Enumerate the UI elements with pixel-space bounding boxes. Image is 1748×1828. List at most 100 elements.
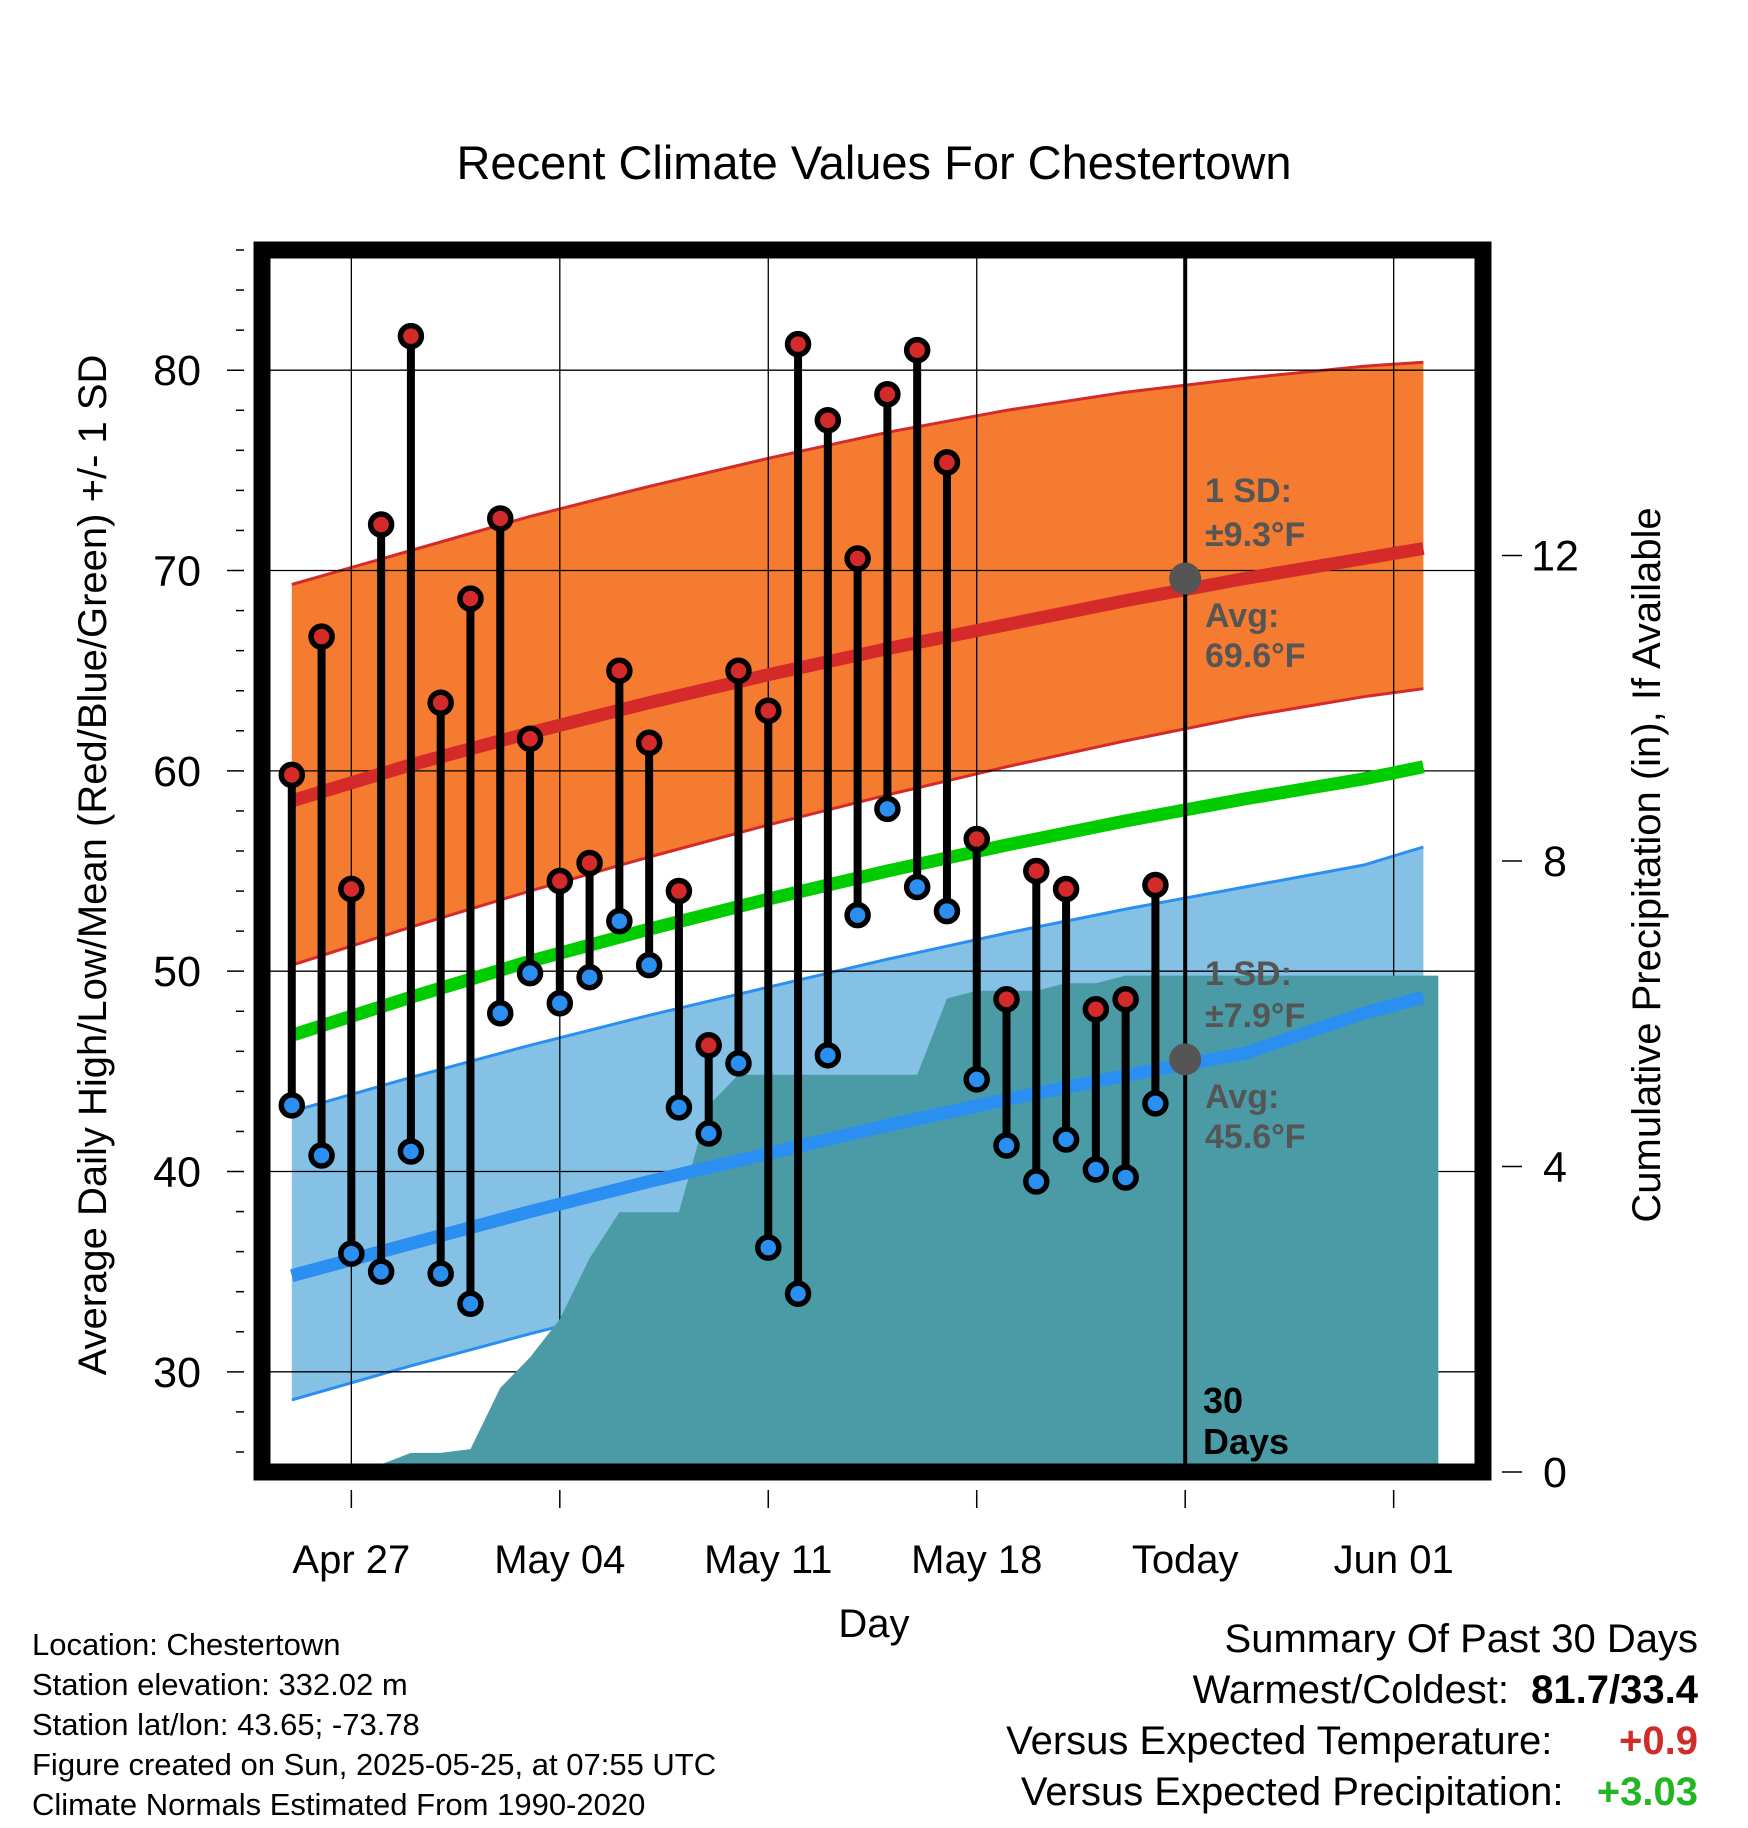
low-upper-edge [291,845,1424,1113]
daily-high-point [397,322,425,350]
latlon-text: Station lat/lon: 43.65; -73.78 [32,1707,420,1742]
y-tick-label: 80 [153,347,201,395]
x-tick-label: Jun 01 [1334,1538,1454,1582]
daily-high-point [486,505,514,532]
station-info: Location: Chestertown Station elevation:… [32,1625,716,1825]
daily-low-point [1112,1164,1139,1191]
high-avg-label: Avg: [1205,597,1279,635]
daily-low-point [933,897,961,925]
daily-low-point [874,795,901,823]
today-low-avg-marker [1169,1043,1202,1076]
daily-low-point [457,1290,484,1317]
normal-low-line [290,990,1426,1282]
warmest-value: 81.7/33.4 [1531,1668,1698,1712]
precip-label: Versus Expected Precipitation: [1020,1770,1564,1814]
daily-low-point [397,1138,425,1165]
chart-title: Recent Climate Values For Chestertown [456,136,1292,189]
precip-value: +3.03 [1596,1770,1698,1814]
low-avg-label: Avg: [1205,1078,1279,1116]
daily-high-point [993,985,1020,1013]
normal-mean-line [289,760,1425,1042]
y2-tick-label: 0 [1543,1449,1567,1497]
daily-low-point [695,1120,722,1147]
daily-low-point [725,1050,752,1077]
daily-high-point [457,585,484,612]
y-tick-label: 60 [153,748,201,796]
daily-low-point [278,1092,306,1119]
elevation-text: Station elevation: 332.02 m [32,1667,408,1702]
daily-low-point [1082,1156,1110,1183]
high-sd-label: 1 SD: [1205,472,1292,510]
daily-high-point [665,877,693,905]
location-text: Location: Chestertown [32,1627,341,1662]
daily-low-point [635,951,663,979]
daily-high-point [1142,871,1169,899]
daily-high-point [695,1032,722,1059]
high-avg-value: 69.6°F [1205,637,1306,675]
summary-panel: Summary Of Past 30 Days Warmest/Coldest:… [1006,1617,1698,1821]
y2-tick-label: 8 [1543,838,1567,886]
daily-low-point [367,1258,395,1285]
daily-high-point [308,623,335,650]
daily-low-point [308,1142,335,1169]
daily-low-point [665,1094,693,1121]
x-axis-title: Day [838,1602,909,1646]
daily-low-point [1052,1126,1080,1153]
daily-high-point [784,330,812,358]
daily-low-point [606,907,633,935]
normals-text: Climate Normals Estimated From 1990-2020 [32,1787,646,1822]
daily-high-point [755,697,782,725]
daily-low-point [427,1260,454,1287]
daily-high-point [1052,875,1080,903]
summary-heading: Summary Of Past 30 Days [1224,1617,1698,1661]
y-tick-label: 30 [153,1349,201,1397]
daily-high-point [963,825,990,853]
high-sd-value: ±9.3°F [1205,516,1305,554]
daily-high-point [903,336,931,364]
summary-temp-row: Versus Expected Temperature: +0.9 [1006,1719,1698,1770]
daily-low-point [546,989,574,1017]
created-text: Figure created on Sun, 2025-05-25, at 07… [32,1747,717,1782]
daily-high-point [546,867,574,895]
warmest-label: Warmest/Coldest: [1192,1668,1509,1712]
daily-high-point [338,875,365,903]
daily-high-point [367,511,395,538]
daily-low-point [784,1280,812,1307]
days-word-label: Days [1203,1421,1289,1462]
daily-high-point [635,729,663,757]
daily-low-point [814,1042,842,1069]
daily-high-point [1082,995,1110,1023]
x-tick-label: May 18 [911,1538,1042,1582]
x-tick-label: May 11 [704,1538,832,1582]
daily-low-point [903,873,931,901]
low-sd-value: ±7.9°F [1205,997,1305,1035]
summary-precip-row: Versus Expected Precipitation: +3.03 [1006,1770,1698,1821]
low-avg-value: 45.6°F [1205,1118,1306,1156]
daily-low-point [338,1240,365,1267]
daily-low-point [576,963,603,991]
low-sd-label: 1 SD: [1205,955,1292,993]
daily-high-point [427,689,454,716]
daily-low-point [486,999,514,1027]
daily-high-point [278,761,306,789]
daily-low-point [844,901,871,929]
daily-high-point [1023,857,1050,885]
daily-high-point [814,407,842,434]
daily-low-point [1023,1168,1050,1195]
x-tick-label: Apr 27 [292,1538,410,1582]
y-tick-label: 40 [153,1149,201,1197]
daily-high-point [725,657,752,684]
daily-low-point [993,1132,1020,1159]
daily-high-point [933,449,961,476]
y-tick-label: 70 [153,548,201,596]
daily-high-point [874,380,901,408]
daily-low-point [963,1066,990,1093]
today-high-avg-marker [1169,562,1202,595]
temp-label: Versus Expected Temperature: [1006,1719,1553,1763]
summary-warmest-row: Warmest/Coldest: 81.7/33.4 [1006,1668,1698,1719]
y-tick-label: 50 [153,948,201,996]
y2-tick-label: 4 [1543,1144,1567,1192]
plot-frame [253,241,1492,1481]
daily-high-point [576,849,603,877]
